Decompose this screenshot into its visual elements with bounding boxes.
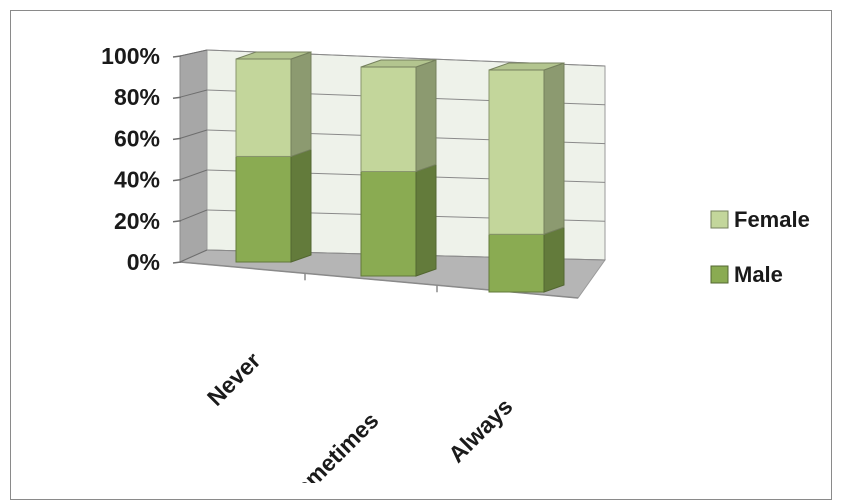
bar-top-always [488, 62, 565, 71]
bar-male-always [488, 233, 545, 293]
x-label-never: Never [202, 347, 266, 411]
bar-female-never [235, 58, 292, 157]
legend: Female Male [710, 207, 810, 287]
tick-mark [172, 137, 182, 141]
bar-side-male-always [543, 226, 565, 293]
gridline-side [179, 129, 208, 139]
bar-male-sometimes [360, 171, 417, 277]
legend-swatch-female [710, 210, 729, 229]
tick-mark [172, 220, 182, 223]
x-label-always: Always [443, 393, 517, 467]
bars [235, 51, 565, 293]
bar-female-always [488, 69, 545, 235]
tick-mark [172, 96, 182, 99]
y-tick-label: 40% [114, 167, 160, 193]
bar-top-never [235, 51, 312, 60]
legend-label-female: Female [734, 207, 810, 232]
bar-female-sometimes [360, 66, 417, 172]
bar-side-female-never [290, 51, 312, 158]
gridline-side [179, 169, 208, 181]
y-tick-label: 80% [114, 84, 160, 110]
bar-top-sometimes [360, 59, 437, 68]
y-axis-ticks: 0% 20% 40% 60% 80% 100% [101, 43, 160, 275]
tick-mark [172, 261, 182, 264]
legend-swatch-male [710, 265, 729, 284]
gridline-side [179, 209, 208, 222]
gridline-side [179, 249, 208, 263]
y-tick-label: 100% [101, 43, 160, 69]
bar-side-male-sometimes [415, 163, 437, 277]
side-wall [179, 49, 208, 263]
y-tick-label: 60% [114, 125, 160, 151]
bar-male-never [235, 155, 292, 263]
gridline-side [179, 89, 208, 98]
legend-label-male: Male [734, 262, 783, 287]
bar-side-female-always [543, 62, 565, 235]
bar-side-female-sometimes [415, 59, 437, 173]
y-tick-label: 20% [114, 208, 160, 234]
gridline-side [179, 49, 208, 57]
y-tick-label: 0% [127, 249, 160, 275]
tick-mark [172, 178, 182, 182]
tick-mark [172, 55, 182, 58]
bar-side-male-never [290, 148, 312, 263]
x-label-sometimes: Sometimes [278, 407, 383, 483]
